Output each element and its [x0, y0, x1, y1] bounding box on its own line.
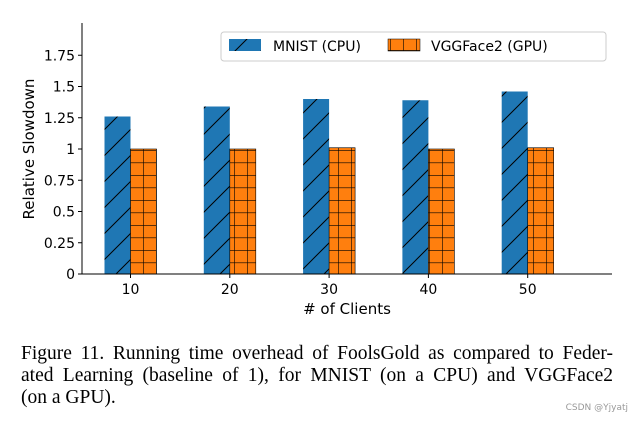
bar-mnist-10 [104, 116, 131, 274]
watermark: CSDN @Yjyatj [565, 403, 628, 413]
bar-mnist-40 [402, 100, 429, 274]
legend: MNIST (CPU) VGGFace2 (GPU) [220, 31, 607, 62]
x-axis: 10 20 30 40 50 [122, 274, 537, 298]
legend-label-vggface2: VGGFace2 (GPU) [431, 39, 548, 55]
x-tick-label: 50 [519, 282, 537, 298]
bar-mnist-30 [303, 99, 330, 274]
bar-mnist-20 [203, 106, 230, 274]
y-axis-label: Relative Slowdown [20, 79, 38, 220]
bar-vggface2-30 [328, 147, 356, 275]
bar-chart: 0 0.25 0.5 0.75 1 1.25 1.5 1.75 10 20 30 40 50 # of… [20, 23, 612, 318]
y-tick-label: 1.25 [44, 111, 75, 127]
bar-vggface2-40 [428, 148, 455, 275]
y-tick-label: 1.75 [44, 48, 75, 64]
y-tick-label: 0.5 [53, 205, 75, 221]
y-tick-label: 0.25 [44, 236, 75, 252]
bar-vggface2-50 [527, 147, 555, 275]
y-axis: 0 0.25 0.5 0.75 1 1.25 1.5 1.75 [44, 48, 82, 283]
y-tick-label: 1 [66, 142, 75, 158]
caption-line-2: ated Learning (baseline of 1), for MNIST… [21, 365, 613, 386]
bar-vggface2-20 [229, 148, 257, 275]
y-tick-label: 0.75 [44, 173, 75, 189]
caption-line-3: (on a GPU). [21, 387, 116, 408]
legend-swatch-mnist [229, 39, 261, 51]
y-tick-label: 1.5 [53, 80, 75, 96]
bars-group [104, 91, 555, 275]
legend-swatch-vggface2 [387, 38, 421, 52]
x-axis-label: # of Clients [303, 300, 391, 318]
legend-label-mnist: MNIST (CPU) [273, 39, 361, 55]
caption-line-1: Figure 11. Running time overhead of Fool… [21, 343, 613, 364]
bar-vggface2-10 [130, 148, 157, 275]
x-tick-label: 40 [419, 282, 437, 298]
y-tick-label: 0 [66, 267, 75, 283]
figure-caption: Figure 11. Running time overhead of Fool… [21, 343, 613, 409]
bar-mnist-50 [501, 91, 528, 274]
x-tick-label: 30 [320, 282, 338, 298]
x-tick-label: 10 [122, 282, 140, 298]
x-tick-label: 20 [221, 282, 239, 298]
